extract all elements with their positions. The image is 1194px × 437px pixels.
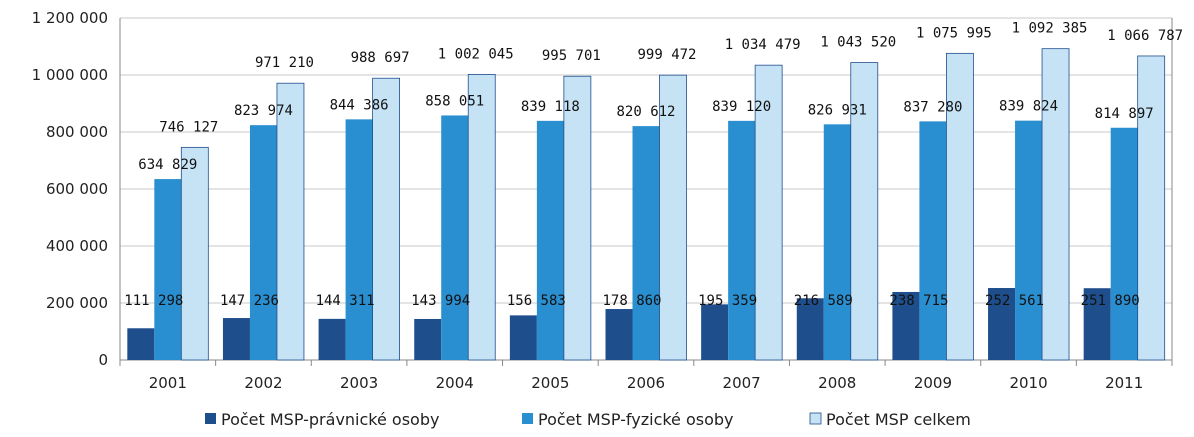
data-label: 999 472 — [637, 47, 696, 63]
data-label: 988 697 — [351, 50, 410, 66]
bar — [1041, 48, 1070, 361]
x-tick-label: 2010 — [1009, 374, 1047, 392]
bar — [372, 77, 400, 361]
data-label: 1 002 045 — [438, 46, 514, 62]
data-label: 1 034 479 — [725, 37, 801, 53]
bar — [1083, 288, 1111, 360]
x-tick-label: 2008 — [818, 374, 856, 392]
x-tick-label: 2001 — [149, 374, 187, 392]
y-tick-label: 600 000 — [46, 180, 108, 198]
x-tick-label: 2006 — [627, 374, 665, 392]
legend-swatch — [522, 413, 533, 424]
data-label: 858 051 — [425, 93, 484, 109]
bar — [701, 304, 729, 360]
data-label: 823 974 — [234, 103, 293, 119]
data-label: 814 897 — [1095, 106, 1154, 122]
data-label: 839 120 — [712, 99, 771, 115]
legend-swatch — [809, 412, 822, 425]
bar — [1110, 127, 1138, 360]
data-label: 826 931 — [808, 102, 867, 118]
data-label: 839 118 — [521, 99, 580, 115]
data-label: 144 311 — [316, 293, 375, 309]
bar — [318, 318, 346, 360]
bar — [796, 298, 824, 360]
x-tick-label: 2002 — [244, 374, 282, 392]
y-tick-label: 800 000 — [46, 123, 108, 141]
x-tick-label: 2011 — [1105, 374, 1143, 392]
legend-label: Počet MSP-fyzické osoby — [538, 410, 734, 429]
y-tick-label: 400 000 — [46, 237, 108, 255]
data-labels: 111 298 634 829 746 127 147 236 823 974 971 2… — [124, 21, 1183, 309]
data-label: 844 386 — [330, 97, 389, 113]
bar — [946, 52, 974, 361]
data-label: 143 994 — [411, 293, 470, 309]
data-label: 839 824 — [999, 99, 1058, 115]
data-label: 837 280 — [903, 99, 962, 115]
bar — [127, 328, 155, 360]
data-label: 147 236 — [220, 293, 279, 309]
bar — [754, 64, 783, 361]
legend-swatch — [205, 413, 216, 424]
bar — [222, 318, 250, 360]
bar — [892, 291, 920, 360]
data-label: 746 127 — [159, 119, 218, 135]
x-axis-ticks: 2001 2002 2003 2004 2005 2006 2007 2008 2009 2010… — [149, 374, 1144, 392]
bar — [659, 74, 687, 361]
bar — [919, 121, 947, 360]
legend-label: Počet MSP-právnické osoby — [221, 410, 439, 429]
bar — [467, 74, 496, 361]
bar — [249, 125, 277, 360]
y-tick-label: 1 200 000 — [32, 9, 108, 27]
bar — [605, 309, 633, 360]
bars — [127, 48, 1166, 361]
bar — [345, 119, 373, 360]
y-tick-label: 0 — [98, 351, 108, 369]
data-label: 195 359 — [698, 293, 757, 309]
data-label: 178 860 — [602, 293, 661, 309]
x-tick-label: 2009 — [914, 374, 952, 392]
bar — [536, 120, 564, 360]
data-label: 1 092 385 — [1012, 21, 1088, 37]
bar — [509, 315, 537, 360]
data-label: 1 066 787 — [1107, 28, 1183, 44]
data-label: 1 043 520 — [820, 35, 896, 51]
y-tick-label: 200 000 — [46, 294, 108, 312]
x-tick-label: 2007 — [723, 374, 761, 392]
bar — [1015, 120, 1043, 360]
legend: Počet MSP-právnické osoby Počet MSP-fyzic… — [205, 410, 971, 429]
x-tick-label: 2003 — [340, 374, 378, 392]
bar — [728, 120, 756, 360]
bar — [563, 75, 592, 361]
data-label: 820 612 — [616, 104, 675, 120]
bar — [988, 288, 1016, 360]
bar — [180, 146, 209, 361]
data-label: 971 210 — [255, 55, 314, 71]
bar — [154, 179, 182, 360]
x-tick-label: 2004 — [436, 374, 474, 392]
bar — [276, 82, 305, 361]
bar — [823, 124, 851, 360]
bar — [850, 62, 879, 361]
data-label: 1 075 995 — [916, 25, 992, 41]
data-label: 251 890 — [1081, 293, 1140, 309]
bar — [414, 318, 442, 360]
bar — [1137, 55, 1166, 361]
data-label: 216 589 — [794, 293, 853, 309]
x-tick-label: 2005 — [531, 374, 569, 392]
bar — [632, 126, 660, 360]
bar — [441, 115, 469, 360]
data-label: 156 583 — [507, 293, 566, 309]
data-label: 634 829 — [138, 157, 197, 173]
legend-label: Počet MSP celkem — [826, 410, 971, 429]
data-label: 111 298 — [124, 293, 183, 309]
data-label: 995 701 — [542, 48, 601, 64]
data-label: 238 715 — [889, 293, 948, 309]
y-tick-label: 1 000 000 — [32, 66, 108, 84]
data-label: 252 561 — [985, 293, 1044, 309]
y-axis-ticks: 0 200 000 400 000 600 000 800 000 1 000 000 1 … — [32, 9, 108, 369]
